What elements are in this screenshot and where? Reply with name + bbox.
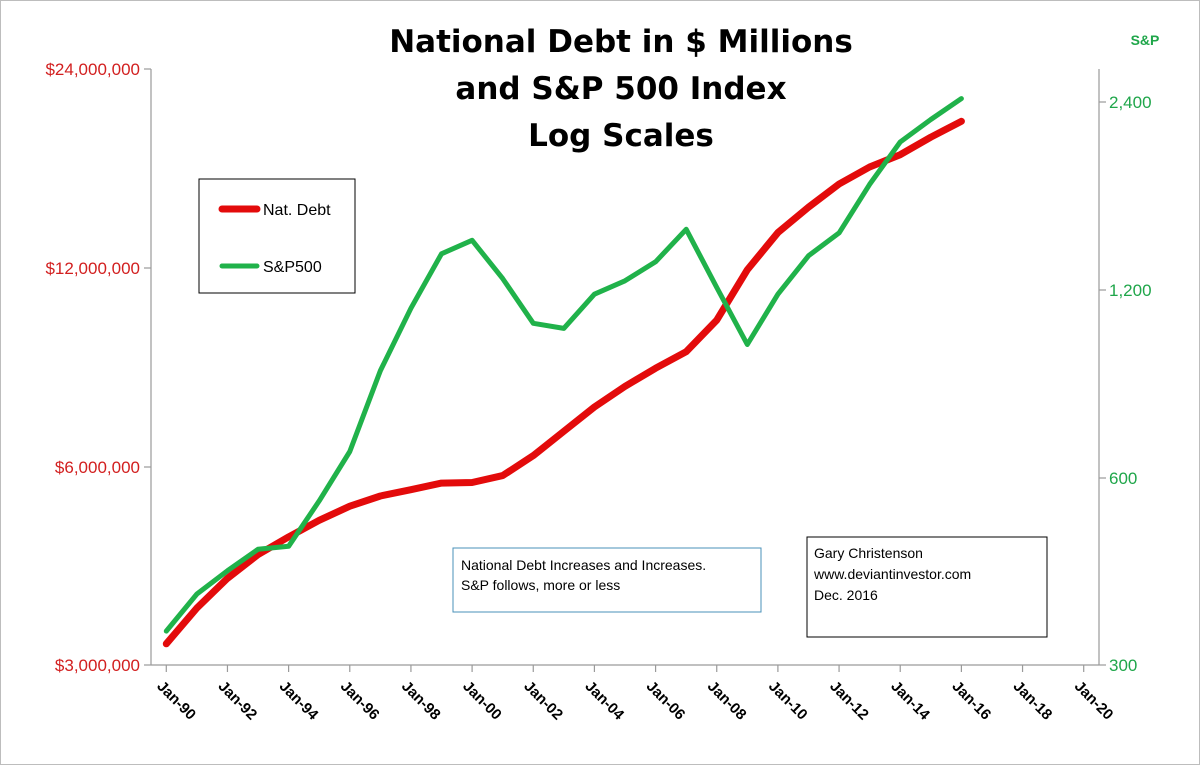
- annotation-note-box: National Debt Increases and Increases. S…: [452, 547, 762, 613]
- x-ticks: Jan-90 Jan-92 Jan-94 Jan-96 Jan-98 Jan-00 Jan-…: [153, 665, 1117, 724]
- author-credit-line-2: www.deviantinvestor.com: [813, 566, 971, 582]
- x-tick-label: Jan-02: [520, 678, 566, 724]
- left-y-tick-label: $24,000,000: [45, 60, 140, 79]
- x-tick-label: Jan-14: [887, 678, 933, 724]
- left-y-tick-label: $3,000,000: [55, 656, 140, 675]
- chart-title-line-1: National Debt in $ Millions: [389, 24, 853, 60]
- legend-label-nat-debt: Nat. Debt: [263, 202, 331, 219]
- x-tick-label: Jan-96: [337, 678, 383, 724]
- annotation-note-line-2: S&P follows, more or less: [461, 577, 620, 593]
- x-tick-label: Jan-94: [276, 678, 322, 724]
- x-tick-label: Jan-90: [153, 678, 199, 724]
- x-tick-label: Jan-18: [1010, 678, 1056, 724]
- x-tick-label: Jan-20: [1071, 678, 1117, 724]
- legend-label-sp500: S&P500: [263, 259, 322, 276]
- author-credit-line-3: Dec. 2016: [814, 587, 878, 603]
- x-tick-label: Jan-12: [826, 678, 872, 724]
- x-tick-label: Jan-16: [949, 678, 995, 724]
- right-y-tick-label: 300: [1109, 656, 1137, 675]
- right-axis-label: S&P: [1131, 32, 1160, 48]
- chart-title-line-3: Log Scales: [528, 118, 714, 154]
- author-credit-box: Gary Christenson www.deviantinvestor.com…: [806, 536, 1048, 638]
- x-tick-label: Jan-10: [765, 678, 811, 724]
- left-y-axis: [144, 68, 152, 666]
- x-tick-label: Jan-00: [459, 678, 505, 724]
- x-tick-label: Jan-04: [582, 678, 628, 724]
- right-y-axis: [1098, 69, 1106, 666]
- left-y-tick-label: $6,000,000: [55, 458, 140, 477]
- right-y-tick-label: 2,400: [1109, 93, 1152, 112]
- x-tick-label: Jan-06: [643, 678, 689, 724]
- right-y-tick-label: 600: [1109, 469, 1137, 488]
- chart-title-line-2: and S&P 500 Index: [455, 71, 786, 107]
- x-tick-label: Jan-92: [215, 678, 261, 724]
- left-y-tick-label: $12,000,000: [45, 259, 140, 278]
- author-credit-line-1: Gary Christenson: [814, 545, 923, 561]
- series-layer: [162, 96, 965, 648]
- annotation-note-line-1: National Debt Increases and Increases.: [461, 557, 706, 573]
- right-y-tick-label: 1,200: [1109, 281, 1152, 300]
- x-tick-label: Jan-08: [704, 678, 750, 724]
- legend: Nat. Debt S&P500: [198, 178, 356, 294]
- x-tick-label: Jan-98: [398, 678, 444, 724]
